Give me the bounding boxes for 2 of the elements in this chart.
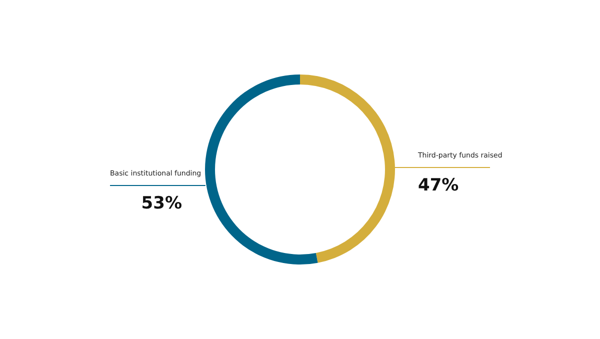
data-label: 53% [141,193,182,214]
data-label: 47% [418,176,459,196]
